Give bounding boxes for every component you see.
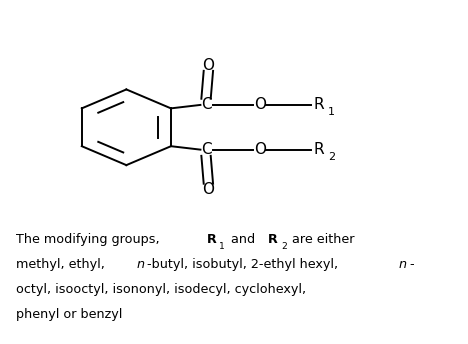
Text: 2: 2 (328, 152, 335, 162)
Text: R: R (268, 233, 278, 246)
Text: O: O (254, 142, 266, 157)
Text: octyl, isooctyl, isononyl, isodecyl, cyclohexyl,: octyl, isooctyl, isononyl, isodecyl, cyc… (16, 283, 307, 296)
Text: n: n (136, 258, 144, 271)
Text: -: - (409, 258, 414, 271)
Text: R: R (314, 97, 324, 112)
Text: O: O (254, 97, 266, 112)
Text: methyl, ethyl,: methyl, ethyl, (16, 258, 109, 271)
Text: are either: are either (288, 233, 355, 246)
Text: C: C (201, 142, 212, 157)
Text: C: C (201, 97, 212, 112)
Text: 1: 1 (328, 107, 335, 118)
Text: n: n (398, 258, 407, 271)
Text: The modifying groups,: The modifying groups, (16, 233, 164, 246)
Text: phenyl or benzyl: phenyl or benzyl (16, 308, 123, 321)
Text: R: R (207, 233, 217, 246)
Text: -butyl, isobutyl, 2-ethyl hexyl,: -butyl, isobutyl, 2-ethyl hexyl, (146, 258, 342, 271)
Text: O: O (202, 182, 214, 197)
Text: and: and (227, 233, 259, 246)
Text: 2: 2 (281, 243, 287, 251)
Text: 1: 1 (219, 243, 225, 251)
Text: O: O (202, 58, 214, 73)
Text: R: R (314, 142, 324, 157)
